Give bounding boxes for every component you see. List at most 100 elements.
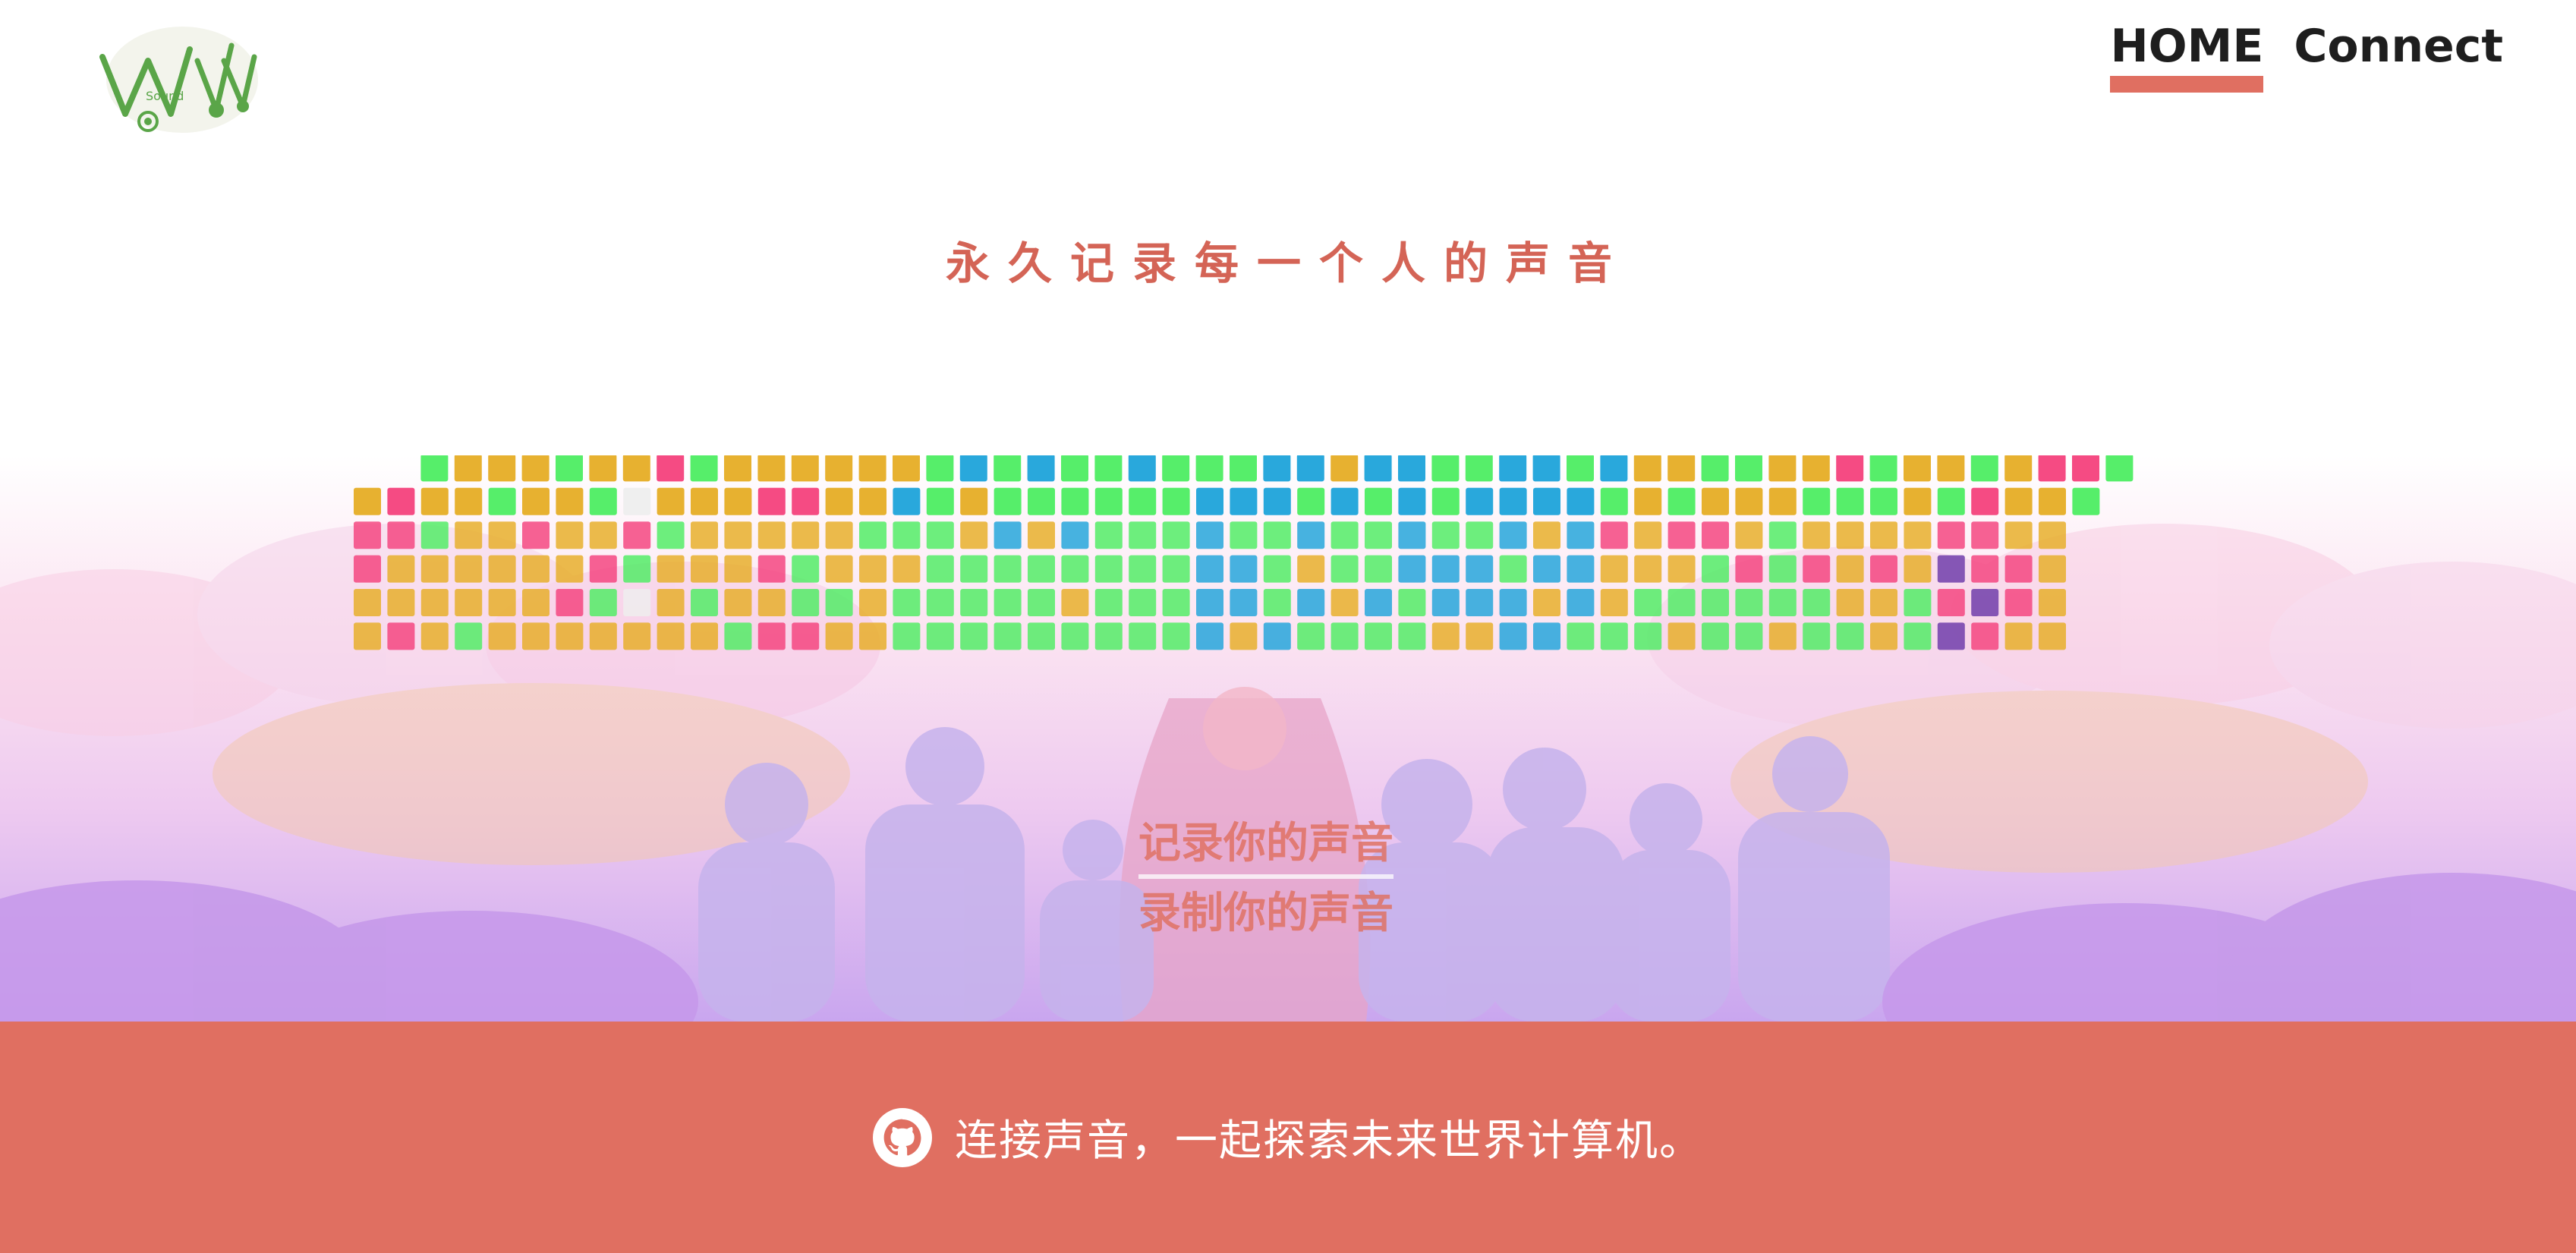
- mosaic-tile: [1803, 521, 1831, 549]
- mosaic-tile: [724, 455, 751, 482]
- logo-icon[interactable]: Sound: [91, 15, 266, 137]
- mosaic-tile: [1904, 455, 1931, 482]
- mosaic-tile: [1431, 622, 1460, 650]
- mosaic-tile: [1297, 521, 1325, 549]
- mosaic-tile: [757, 455, 786, 482]
- mosaic-tile: [623, 555, 651, 583]
- mosaic-tile: [1633, 455, 1661, 482]
- mosaic-tile: [1904, 589, 1932, 616]
- mosaic-tile: [1533, 521, 1560, 549]
- mosaic-tile: [623, 622, 651, 650]
- mosaic-tile: [1904, 487, 1932, 515]
- mosaic-tile: [960, 487, 988, 515]
- mosaic-tile: [757, 487, 786, 515]
- mosaic-tile: [1735, 622, 1763, 650]
- mosaic-tile: [757, 622, 786, 650]
- mosaic-tile: [488, 589, 516, 616]
- mosaic-tile: [1398, 622, 1426, 650]
- mosaic-tile: [691, 589, 718, 616]
- mosaic-tile: [354, 555, 381, 583]
- mosaic-tile: [1870, 521, 1897, 549]
- mosaic-tile: [657, 589, 685, 616]
- mosaic-tile: [1533, 589, 1560, 616]
- mosaic-tile: [926, 455, 954, 482]
- mosaic-tile: [1331, 455, 1359, 482]
- mosaic-tile: [724, 622, 752, 650]
- mosaic-tile: [994, 622, 1022, 650]
- mosaic-tile: [792, 622, 820, 650]
- mosaic-tile: [1667, 589, 1696, 616]
- mosaic-tile: [1466, 521, 1494, 549]
- mosaic-tile: [1129, 622, 1157, 650]
- mosaic-tile: [1702, 521, 1729, 549]
- mosaic-tile: [1768, 555, 1797, 583]
- action-links: 记录你的声音 录制你的声音: [1138, 814, 1393, 944]
- mosaic-tile: [1061, 622, 1089, 650]
- mosaic-tile: [1162, 622, 1190, 650]
- mosaic-tile: [1499, 622, 1527, 650]
- mosaic-tile: [522, 521, 550, 549]
- mosaic-tile: [589, 521, 617, 549]
- mosaic-tile: [1768, 487, 1797, 515]
- mosaic-tile: [354, 622, 381, 650]
- mosaic-tile: [1499, 455, 1527, 482]
- mosaic-tile: [959, 455, 987, 482]
- mosaic-tile: [1094, 455, 1123, 482]
- mosaic-tile: [589, 455, 617, 482]
- mosaic-tile: [691, 622, 718, 650]
- mosaic-tile: [1904, 555, 1932, 583]
- mosaic-tile: [1735, 521, 1763, 549]
- mosaic-tile: [1296, 455, 1324, 482]
- mosaic-tile: [1937, 589, 1965, 616]
- mosaic-tile: [1230, 487, 1258, 515]
- mosaic-tile: [1499, 521, 1527, 549]
- mosaic-tile: [1802, 455, 1830, 482]
- mosaic-tile: [691, 555, 718, 583]
- mosaic-tile: [1061, 455, 1088, 482]
- mosaic-tile: [1230, 555, 1258, 583]
- mosaic-tile: [1196, 589, 1223, 616]
- mosaic-tile: [420, 521, 449, 549]
- mosaic-tile: [1567, 455, 1594, 482]
- mosaic-tile: [825, 622, 853, 650]
- mosaic-tile: [1129, 589, 1157, 616]
- mosaic-tile: [1735, 487, 1763, 515]
- mosaic-tile: [960, 555, 988, 583]
- mosaic-tile: [1701, 455, 1729, 482]
- mosaic-tile: [1331, 622, 1359, 650]
- mosaic-tile: [893, 622, 921, 650]
- mosaic-tile: [589, 555, 617, 583]
- record-voice-link[interactable]: 记录你的声音: [1138, 814, 1393, 879]
- github-icon[interactable]: [873, 1107, 932, 1167]
- mosaic-tile: [657, 487, 685, 515]
- mosaic-tile: [1162, 487, 1190, 515]
- mosaic-tile: [488, 455, 516, 482]
- mosaic-tile: [521, 455, 550, 482]
- capture-voice-link[interactable]: 录制你的声音: [1138, 889, 1393, 938]
- mosaic-tile: [1667, 555, 1696, 583]
- nav-connect[interactable]: Connect: [2294, 20, 2503, 73]
- mosaic-tile: [2004, 455, 2033, 482]
- mosaic-tile: [420, 487, 449, 515]
- mosaic-tile: [1028, 622, 1055, 650]
- mosaic-tile: [1937, 622, 1965, 650]
- mosaic-tile: [1869, 455, 1897, 482]
- mosaic-tile: [1533, 622, 1560, 650]
- mosaic-tile: [1028, 521, 1055, 549]
- mosaic-tile: [859, 622, 886, 650]
- mosaic-tile: [1634, 521, 1662, 549]
- mosaic-tile: [1836, 555, 1864, 583]
- sound-mosaic: [354, 455, 2134, 650]
- mosaic-tile: [488, 487, 516, 515]
- nav-home[interactable]: HOME: [2110, 17, 2264, 93]
- mosaic-tile: [1230, 589, 1258, 616]
- mosaic-tile: [1937, 487, 1965, 515]
- mosaic-tile: [354, 521, 381, 549]
- mosaic-tile: [994, 555, 1022, 583]
- hero-illustration: [0, 455, 2576, 1022]
- mosaic-tile: [1667, 455, 1696, 482]
- mosaic-tile: [354, 487, 381, 515]
- mosaic-tile: [455, 622, 483, 650]
- mosaic-tile: [1870, 589, 1897, 616]
- mosaic-tile: [2039, 521, 2066, 549]
